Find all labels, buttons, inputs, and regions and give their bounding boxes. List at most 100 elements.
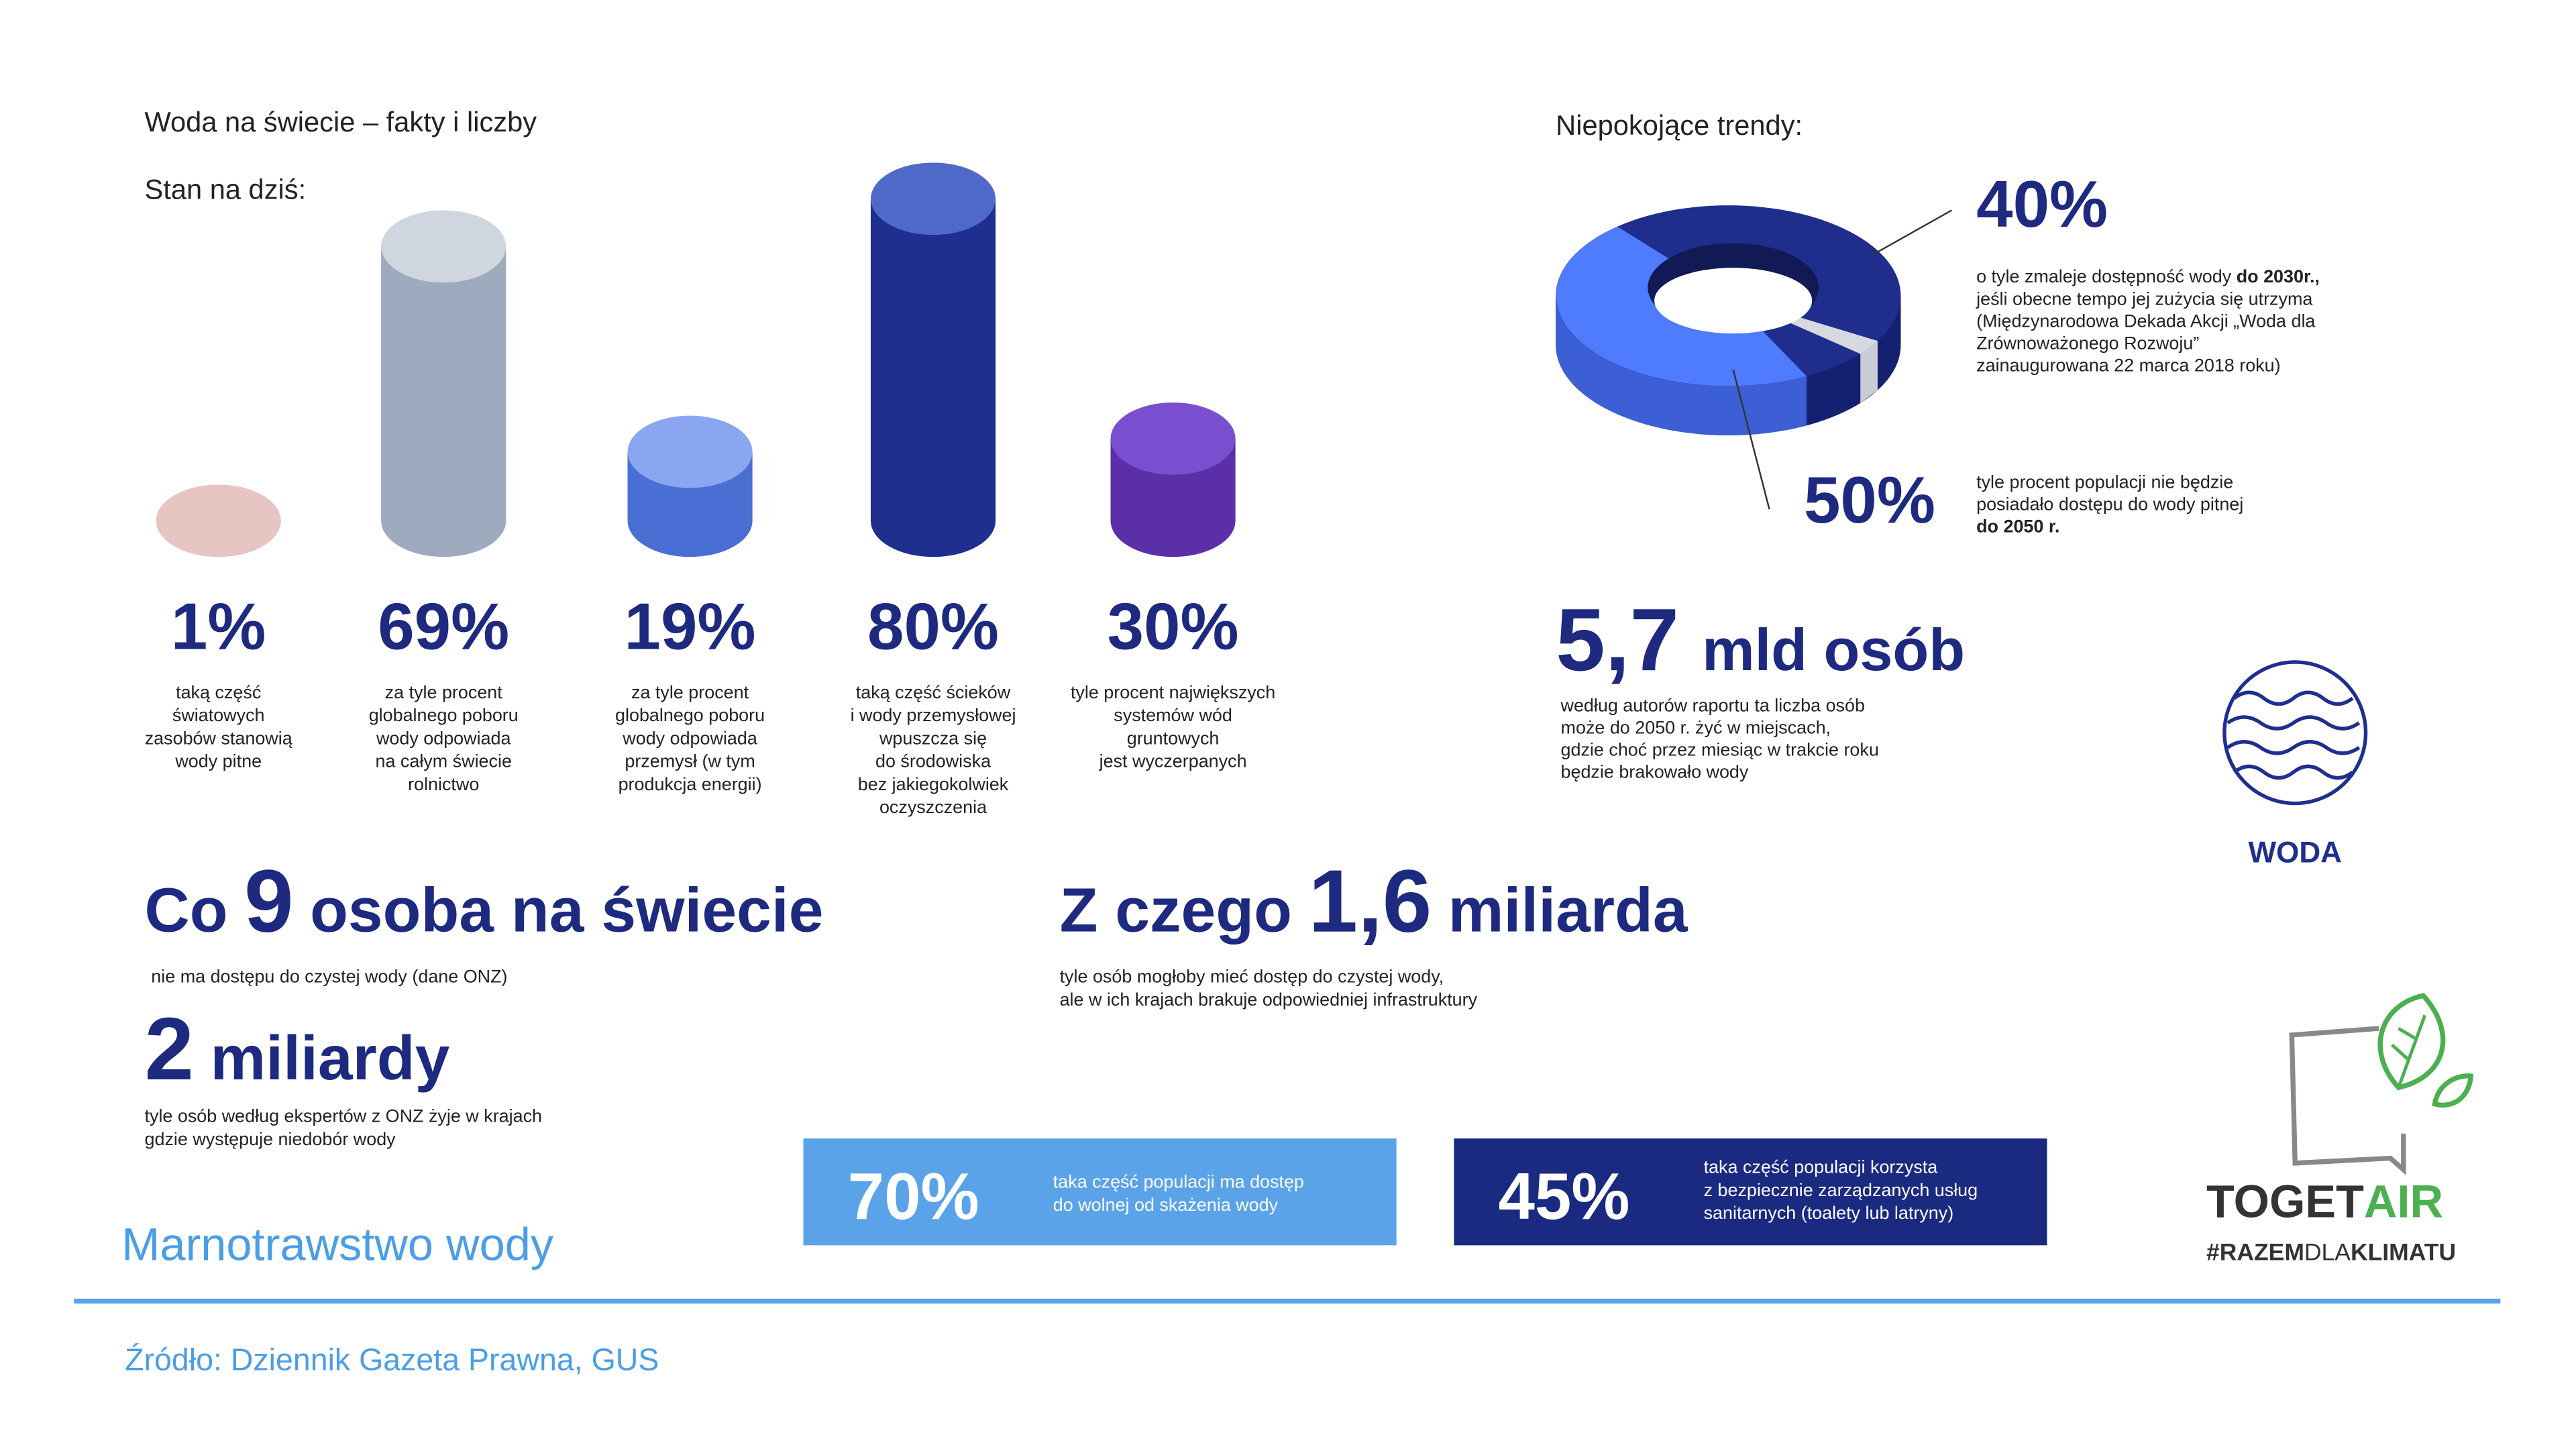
stat-text: światowych (172, 705, 265, 725)
logo-tag-part: DLA (2304, 1238, 2351, 1265)
icon-wave (2226, 740, 2361, 755)
big-text: według autorów raportu ta liczba osób (1560, 695, 1865, 715)
stat-text: oczyszczenia (879, 797, 987, 817)
stat-box (803, 1138, 1397, 1246)
trend-text-part: o tyle zmaleje dostępność wody (1976, 266, 2237, 286)
icon-label: WODA (2248, 837, 2342, 869)
donut-hole (1654, 268, 1813, 334)
cylinders (156, 162, 1236, 557)
trend-text-part: posiadało dostępu do wody pitnej (1976, 494, 2243, 514)
fact-number: 9 (244, 852, 294, 951)
cylinder (381, 246, 506, 557)
trend-text-part: tyle procent populacji nie będzie (1976, 472, 2233, 492)
logo-name-part: TOGET (2206, 1176, 2364, 1228)
fact-headline: Z czego 1,6 miliarda (1060, 852, 1688, 951)
cylinder (156, 484, 281, 557)
title: Woda na świecie – fakty i liczby (145, 106, 537, 138)
subtitle: Stan na dziś: (145, 173, 307, 205)
trends-title: Niepokojące trendy: (1556, 109, 1803, 141)
fact-number: 1,6 (1308, 852, 1432, 951)
stat-text: zasobów stanowią (145, 728, 292, 748)
fact-headline: 2 miliardy (145, 1000, 450, 1099)
trend-text: Zrównoważonego Rozwoju” (1976, 333, 2199, 353)
stat-text: systemów wód (1114, 705, 1232, 725)
logo-tag: #RAZEMDLAKLIMATU (2206, 1238, 2456, 1265)
cylinder-top (627, 415, 753, 488)
cylinder-top (381, 210, 506, 283)
big-text: gdzie choć przez miesiąc w trakcie roku (1561, 740, 1879, 760)
stat-text: na całym świecie (375, 751, 511, 771)
fact-pre: Z czego (1060, 875, 1292, 945)
cylinder-top (1110, 402, 1236, 475)
stat-text: globalnego poboru (369, 705, 519, 725)
stat-text: za tyle procent (385, 682, 503, 702)
stat-text: taką część (176, 682, 261, 702)
logo-leaf (2432, 1073, 2474, 1108)
logo-tag-part: #RAZEM (2206, 1238, 2304, 1265)
box-text: z bezpiecznie zarządzanych usług (1704, 1180, 1978, 1200)
trend-text-part: do 2050 r. (1976, 516, 2059, 536)
fact-post: miliarda (1448, 875, 1688, 945)
fact-post: miliardy (211, 1023, 450, 1093)
logo-leaf (2391, 1014, 2426, 1089)
stat-box (1454, 1138, 2047, 1246)
fact-headline: Co 9 osoba na świecie (145, 852, 824, 951)
box-text: sanitarnych (toalety lub latryny) (1704, 1203, 1954, 1223)
big-text: może do 2050 r. żyć w miejscach, (1561, 717, 1831, 737)
box-value: 70% (848, 1159, 979, 1233)
source: Źródło: Dziennik Gazeta Prawna, GUS (125, 1342, 659, 1377)
big-number: 5,7 (1556, 590, 1679, 690)
fact-text: tyle osób mogłoby mieć dostęp do czystej… (1060, 966, 1444, 986)
trend-text-part: (Międzynarodowa Dekada Akcji „Woda dla (1976, 311, 2315, 331)
stat-text: rolnictwo (408, 774, 479, 794)
cylinder-top (870, 162, 996, 235)
stats: 1% taką część światowych zasobów stanowią wo… (145, 589, 1275, 817)
big-unit: mld osób (1702, 616, 1965, 683)
box-text: do wolnej od skażenia wody (1053, 1195, 1279, 1215)
trend-text: zainaugurowana 22 marca 2018 roku) (1976, 355, 2280, 375)
stat-text: gruntowych (1127, 728, 1220, 748)
stat-text: produkcja energii) (619, 774, 762, 794)
fact-post: osoba na świecie (310, 875, 823, 945)
stat-text: jest wyczerpanych (1099, 751, 1247, 771)
big-text: będzie brakowało wody (1561, 762, 1749, 782)
trend-text-part: Zrównoważonego Rozwoju” (1976, 333, 2199, 353)
stat-value: 80% (867, 589, 999, 663)
trend-text: posiadało dostępu do wody pitnej (1976, 494, 2243, 514)
water-icon (2222, 660, 2368, 806)
donut (1556, 205, 1952, 510)
logo: TOGETAIR #RAZEMDLAKLIMATU (2206, 993, 2474, 1265)
trend-text-part: do 2030r., (2237, 266, 2320, 286)
icon-wave (2233, 690, 2354, 706)
donut-side (1860, 341, 1878, 403)
icon-wave (2233, 764, 2354, 780)
stat-text: bez jakiegokolwiek (858, 774, 1009, 794)
trend-value: 50% (1804, 463, 1935, 537)
leader-line (1732, 369, 1770, 510)
trends: 40% o tyle zmaleje dostępność wody do 203… (1556, 167, 2320, 782)
boxes: 70% taka część populacji ma dostęp do woln… (803, 1138, 2047, 1246)
stat-text: wody odpowiada (622, 728, 757, 748)
fact-text: gdzie występuje niedobór wody (145, 1129, 396, 1149)
trend-text: tyle procent populacji nie będzie (1976, 472, 2233, 492)
trend-text: jeśli obecne tempo jej zużycia się utrzy… (1976, 288, 2312, 309)
trend-text: (Międzynarodowa Dekada Akcji „Woda dla (1976, 311, 2315, 331)
fact-number: 2 (145, 1000, 195, 1099)
stat-text: tyle procent największych (1071, 682, 1275, 702)
stat-text: wpuszcza się (879, 728, 987, 748)
trend-text: do 2050 r. (1976, 516, 2059, 536)
big-figure: 5,7 mld osób (1556, 590, 1965, 690)
logo-name-part: AIR (2364, 1176, 2443, 1228)
stat-text: do środowiska (875, 751, 991, 771)
fact-pre: Co (145, 875, 228, 945)
cylinder (870, 199, 996, 557)
stat-value: 69% (378, 589, 509, 663)
stat-text: globalnego poboru (615, 705, 765, 725)
trend-text-part: zainaugurowana 22 marca 2018 roku) (1976, 355, 2280, 375)
trend-text-part: jeśli obecne tempo jej zużycia się utrzy… (1976, 288, 2312, 309)
trend-value: 40% (1976, 167, 2108, 241)
stat-value: 30% (1108, 589, 1239, 663)
stat-value: 1% (171, 589, 266, 663)
